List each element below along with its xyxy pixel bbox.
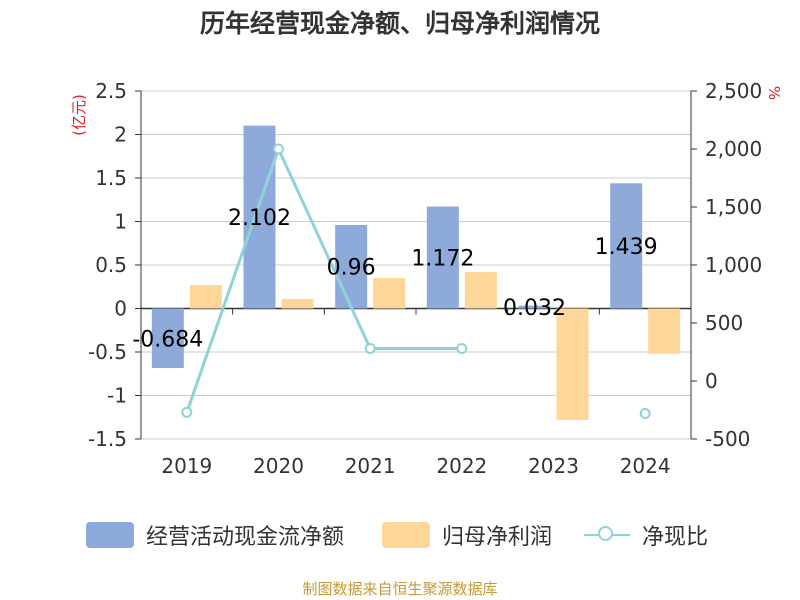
y-right-tick-label: 500 — [705, 311, 743, 335]
y-right-tick-label: 1,500 — [705, 195, 762, 219]
ratio-point — [181, 406, 193, 418]
y-right-tick-label: -500 — [705, 427, 750, 451]
ratio-point — [273, 143, 284, 155]
ratio-line — [185, 144, 462, 413]
x-tick-label: 2020 — [253, 454, 304, 478]
legend-swatch-ratio — [584, 522, 630, 548]
y-left-tick-label: 0 — [114, 297, 127, 321]
y-left-tick-label: -0.5 — [88, 340, 127, 364]
legend-label-profit: 归母净利润 — [442, 525, 553, 550]
bar-profit — [648, 308, 681, 354]
x-tick-label: 2024 — [620, 454, 671, 478]
source-note: 制图数据来自恒生聚源数据库 — [302, 580, 498, 598]
x-tick-label: 2022 — [436, 454, 487, 478]
y-left-tick-label: 1 — [114, 210, 127, 234]
x-tick-label: 2023 — [528, 454, 579, 478]
bar-profit — [281, 298, 314, 309]
data-label-cashflow: 2.102 — [228, 206, 291, 231]
legend-swatch-cashflow — [86, 522, 134, 548]
y-right-unit: % — [765, 86, 783, 100]
bar-cashflow — [335, 224, 368, 309]
legend-swatch-profit — [382, 522, 430, 548]
legend-item-cashflow[interactable]: 经营活动现金流净额 — [86, 517, 344, 553]
ratio-point — [639, 407, 651, 419]
ratio-point — [364, 343, 376, 355]
ratio-point — [456, 343, 468, 355]
legend-item-ratio[interactable]: 净现比 — [584, 517, 708, 553]
x-tick-label: 2019 — [161, 454, 212, 478]
bar-profit — [189, 285, 222, 309]
y-left-tick-label: -1 — [107, 384, 127, 408]
y-left-tick-label: -1.5 — [88, 427, 127, 451]
legend-label-cashflow: 经营活动现金流净额 — [146, 525, 345, 550]
data-label-cashflow: 1.172 — [411, 247, 474, 272]
bar-profit — [373, 278, 406, 309]
bar-profit — [556, 308, 589, 420]
bar-cashflow — [151, 308, 184, 369]
bar-cashflow — [426, 206, 459, 309]
bar-cashflow — [518, 305, 551, 309]
y-right-tick-label: 0 — [705, 369, 718, 393]
y-right-tick-label: 1,000 — [705, 253, 762, 277]
bar-profit — [464, 271, 497, 309]
y-left-tick-label: 2.5 — [95, 79, 127, 103]
bar-cashflow — [243, 125, 276, 309]
y-left-tick-label: 2 — [114, 123, 127, 147]
x-tick-label: 2021 — [345, 454, 396, 478]
legend: 经营活动现金流净额 归母净利润 净现比 — [0, 517, 800, 557]
y-left-tick-label: 1.5 — [95, 166, 127, 190]
y-left-unit: (亿元) — [70, 94, 88, 136]
legend-label-ratio: 净现比 — [642, 525, 709, 550]
data-label-cashflow: 0.032 — [503, 296, 566, 321]
data-label-cashflow: 1.439 — [595, 235, 658, 260]
y-right-tick-label: 2,000 — [705, 137, 762, 161]
legend-item-profit[interactable]: 归母净利润 — [382, 517, 552, 553]
data-label-cashflow: 0.96 — [327, 256, 376, 281]
data-label-cashflow: -0.684 — [132, 327, 203, 352]
bar-cashflow — [610, 183, 643, 309]
y-right-tick-label: 2,500 — [705, 79, 762, 103]
y-left-tick-label: 0.5 — [95, 253, 127, 277]
chart-title: 历年经营现金净额、归母净利润情况 — [199, 9, 600, 38]
